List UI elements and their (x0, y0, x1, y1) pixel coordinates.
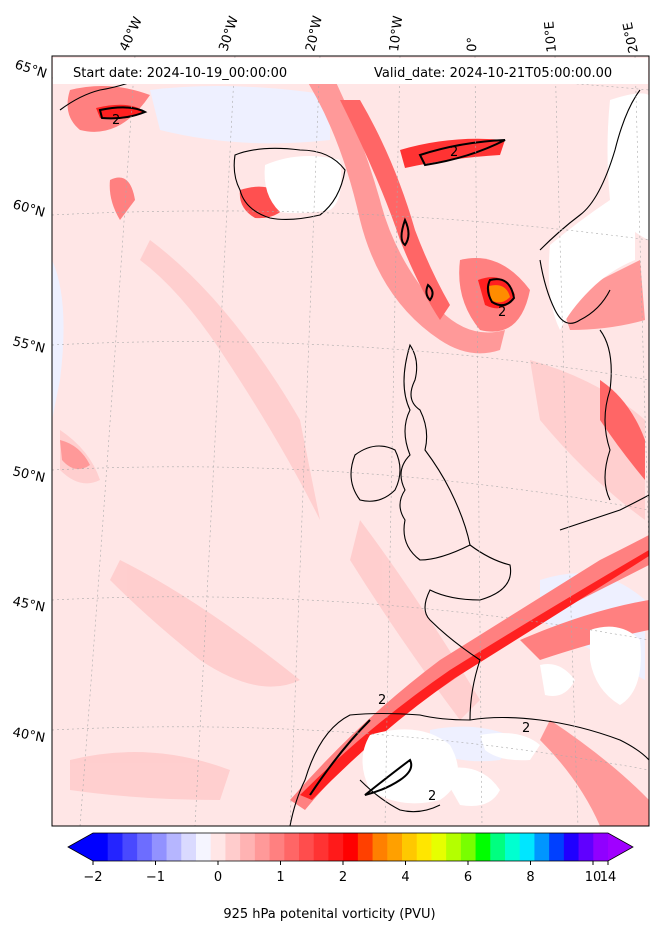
contour-label: 2 (112, 113, 120, 128)
colorbar-segment (357, 833, 373, 861)
lon-label: 10°E (542, 21, 560, 53)
colorbar-segment (431, 833, 447, 861)
colorbar-tick-label: 14 (600, 870, 617, 885)
longitude-labels: 40°W 30°W 20°W 10°W 0° 10°E 20°E (117, 14, 642, 54)
contour-labels: 2 2 2 2 2 2 (112, 113, 530, 804)
colorbar-segment (387, 833, 403, 861)
colorbar-segment (284, 833, 300, 861)
colorbar-segment (578, 833, 594, 861)
colorbar-segment (299, 833, 315, 861)
colorbar-segment (505, 833, 521, 861)
colorbar-tick-label: 8 (526, 870, 534, 885)
colorbar-segment (269, 833, 285, 861)
colorbar-segment (181, 833, 197, 861)
colorbar-segment (328, 833, 344, 861)
colorbar-segment (210, 833, 226, 861)
lat-label: 40°N (11, 725, 46, 746)
colorbar-segment (166, 833, 182, 861)
lat-label: 60°N (11, 197, 47, 220)
colorbar-segment (460, 833, 476, 861)
colorbar-segments (93, 833, 609, 861)
colorbar-segment (137, 833, 153, 861)
lon-label: 10°W (387, 15, 406, 53)
contour-label: 2 (428, 789, 436, 804)
colorbar-tick-label: 6 (464, 870, 472, 885)
colorbar-tick-label: −1 (146, 870, 165, 885)
header-strip (53, 58, 648, 84)
graticule (52, 56, 649, 826)
colorbar-over-arrow (608, 833, 633, 861)
colorbar-segment (519, 833, 535, 861)
colorbar-segment (225, 833, 241, 861)
pv-background-field (52, 56, 649, 826)
colorbar-tick-label: 0 (214, 870, 222, 885)
colorbar-segment (549, 833, 565, 861)
colorbar-tick-label: 2 (339, 870, 347, 885)
colorbar-tick-label: 4 (401, 870, 409, 885)
colorbar-segment (402, 833, 418, 861)
colorbar-segment (107, 833, 123, 861)
lon-label: 0° (465, 37, 481, 52)
colorbar-segment (446, 833, 462, 861)
lon-label: 20°W (303, 14, 326, 52)
lat-label: 65°N (13, 58, 49, 82)
colorbar-segment (313, 833, 329, 861)
latitude-labels: 65°N 60°N 55°N 50°N 45°N 40°N (11, 58, 49, 747)
lon-label: 30°W (217, 14, 242, 53)
colorbar-segment (534, 833, 550, 861)
contour-label: 2 (378, 693, 386, 708)
colorbar-segment (593, 833, 609, 861)
colorbar-label: 925 hPa potenital vorticity (PVU) (223, 907, 436, 922)
lon-label: 40°W (117, 15, 146, 54)
contour-label: 2 (450, 145, 458, 160)
map-plot-area: 2 2 2 2 2 2 (52, 56, 649, 826)
colorbar-segment (416, 833, 432, 861)
map-frame (51, 55, 650, 827)
colorbar-segment (196, 833, 212, 861)
colorbar-segment (254, 833, 270, 861)
colorbar-under-arrow (68, 833, 93, 861)
colorbar-segment (151, 833, 167, 861)
contour-label: 2 (522, 721, 530, 736)
lat-label: 50°N (11, 464, 46, 486)
valid-date-label: Valid_date: 2024-10-21T05:00:00.00 (374, 66, 613, 81)
lat-label: 55°N (11, 334, 46, 356)
colorbar-tick-label: 10 (585, 870, 602, 885)
colorbar-segment (563, 833, 579, 861)
colorbar-segment (372, 833, 388, 861)
colorbar-segment (93, 833, 109, 861)
pv-2-contours (98, 106, 516, 796)
colorbar-segment (490, 833, 506, 861)
colorbar-segment (122, 833, 138, 861)
colorbar-segment (240, 833, 256, 861)
colorbar-tick-label: 1 (276, 870, 284, 885)
colorbar-segment (343, 833, 359, 861)
colorbar-segment (475, 833, 491, 861)
colorbar-tick-label: −2 (83, 870, 102, 885)
lat-label: 45°N (11, 594, 46, 615)
masked-terrain (264, 93, 649, 806)
contour-label: 2 (498, 305, 506, 320)
pv-streamers (60, 70, 649, 826)
start-date-label: Start date: 2024-10-19_00:00:00 (73, 66, 288, 81)
lon-label: 20°E (621, 21, 642, 55)
